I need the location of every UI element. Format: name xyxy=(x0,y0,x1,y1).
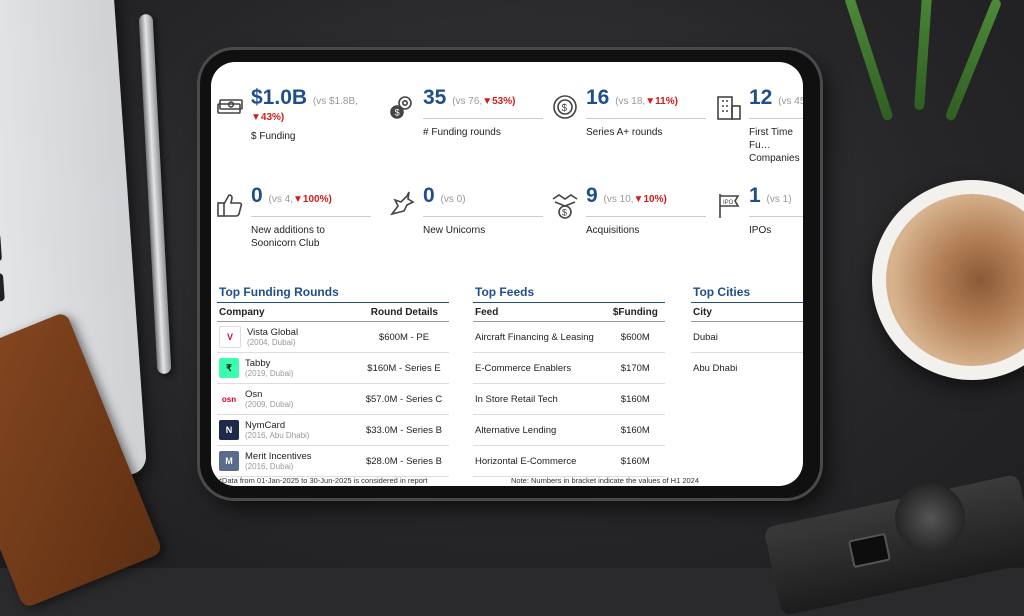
unicorn-icon xyxy=(390,191,415,216)
company-logo: N xyxy=(219,420,239,440)
table-row[interactable]: Horizontal E-Commerce $160M xyxy=(473,446,665,477)
company-logo: ₹ xyxy=(219,358,239,378)
kpi-label: # Funding rounds xyxy=(423,127,501,138)
svg-text:$: $ xyxy=(562,103,568,114)
kpi-label: New Unicorns xyxy=(423,225,486,236)
table-row[interactable]: ₹ Tabby (2019, Dubai) $160M - Series E xyxy=(217,353,449,384)
kpi-value: $1.0B (vs $1.8B, ▼43%) xyxy=(251,86,358,123)
svg-text:$: $ xyxy=(395,108,400,118)
company-logo: V xyxy=(219,326,241,348)
building-icon xyxy=(717,96,741,120)
svg-text:$: $ xyxy=(562,208,567,218)
kpi-value: 35 (vs 76,▼53%) xyxy=(423,86,516,109)
laptop-key xyxy=(0,273,5,304)
laptop-key xyxy=(0,233,3,264)
kpi-value: 9 (vs 10,▼10%) xyxy=(586,184,667,207)
thumbs-up-icon xyxy=(217,194,243,217)
table-row[interactable]: E-Commerce Enablers $170M xyxy=(473,353,665,384)
company-logo: osn xyxy=(219,389,239,409)
ipo-sign-icon: IPO xyxy=(719,194,740,218)
table-row[interactable]: V Vista Global (2004, Dubai) $600M - PE xyxy=(217,322,449,353)
company-logo: M xyxy=(219,451,239,471)
svg-text:IPO: IPO xyxy=(723,200,734,206)
table-row[interactable]: In Store Retail Tech $160M xyxy=(473,384,665,415)
plant xyxy=(844,0,1003,150)
table-header: City xyxy=(691,303,803,322)
kpi-label: Series A+ rounds xyxy=(586,127,663,138)
table-header: Company Round Details xyxy=(217,303,449,322)
kpi-label: New additions to Soonicorn Club xyxy=(251,225,325,249)
top-feeds-table: Feed $Funding Aircraft Financing & Leasi… xyxy=(473,302,665,477)
kpi-label: First Time Fu… Companies xyxy=(749,127,800,164)
kpi-label: $ Funding xyxy=(251,131,296,142)
top-feeds-title: Top Feeds xyxy=(475,285,535,299)
table-row[interactable]: M Merit Incentives (2016, Dubai) $28.0M - … xyxy=(217,446,449,477)
top-funding-rounds-table: Company Round Details V Vista Global (2004… xyxy=(217,302,449,477)
handshake-coin-icon: $ xyxy=(552,194,578,219)
table-row[interactable]: Dubai xyxy=(691,322,803,353)
kpi-value: 0 (vs 0) xyxy=(423,184,466,207)
table-row[interactable]: N NymCard (2016, Abu Dhabi) $33.0M - Serie… xyxy=(217,415,449,446)
tablet: $1.0B (vs $1.8B, ▼43%) $ Funding $ 35 (vs… xyxy=(200,50,820,498)
gear-dollar-icon: $ xyxy=(390,96,412,119)
top-funding-rounds-title: Top Funding Rounds xyxy=(219,285,339,299)
kpi-value: 16 (vs 18,▼11%) xyxy=(586,86,678,109)
dashboard-screen: $1.0B (vs $1.8B, ▼43%) $ Funding $ 35 (vs… xyxy=(211,62,803,486)
table-header: Feed $Funding xyxy=(473,303,665,322)
kpi-label: Acquisitions xyxy=(586,225,640,236)
kpi-value: 12 (vs 45 xyxy=(749,86,803,109)
table-row[interactable]: Abu Dhabi xyxy=(693,362,738,374)
footnote-left: *Data from 01-Jan-2025 to 30-Jun-2025 is… xyxy=(219,476,428,485)
coin-cycle-icon: $ xyxy=(553,95,577,119)
table-row[interactable]: osn Osn (2009, Dubai) $57.0M - Series C xyxy=(217,384,449,415)
footnote-right: Note: Numbers in bracket indicate the va… xyxy=(511,476,700,485)
kpi-value: 0 (vs 4,▼100%) xyxy=(251,184,332,207)
table-row[interactable]: Alternative Lending $160M xyxy=(473,415,665,446)
kpi-value: 1 (vs 1) xyxy=(749,184,792,207)
top-cities-table: City Dubai Abu Dhabi xyxy=(691,302,803,383)
money-stack-icon xyxy=(217,99,243,114)
table-row[interactable]: Aircraft Financing & Leasing $600M xyxy=(473,322,665,353)
top-cities-title: Top Cities xyxy=(693,285,751,299)
kpi-label: IPOs xyxy=(749,225,772,236)
coffee-cup xyxy=(872,180,1024,380)
